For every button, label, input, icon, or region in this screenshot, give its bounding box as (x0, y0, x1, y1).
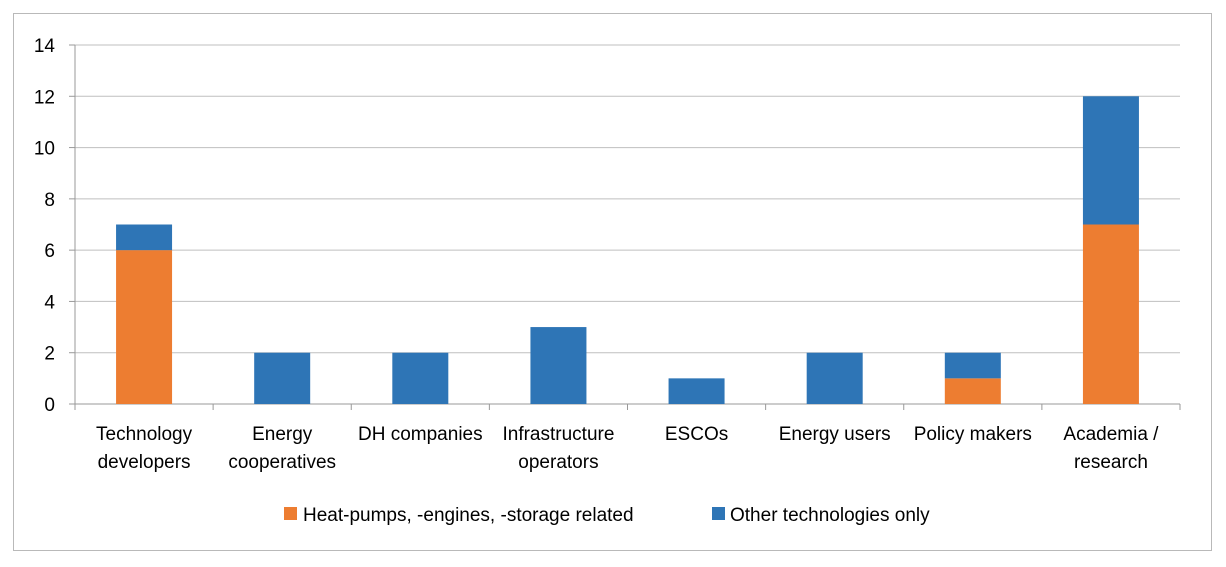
x-category-label: DH companies (358, 424, 483, 445)
y-tick-label: 6 (44, 241, 55, 262)
legend-swatch (284, 507, 297, 520)
x-category-label: Academia / (1063, 424, 1159, 445)
bar-segment (944, 378, 1001, 404)
labels: 0 2 4 6 8 10 12 14 Technology developers Energy coo… (34, 36, 1159, 473)
legend-swatch (712, 507, 725, 520)
bar-segment (1082, 224, 1139, 404)
x-category-label: Technology (96, 424, 193, 445)
bar-segment (116, 250, 173, 404)
legend-label: Heat-pumps, -engines, -storage related (303, 505, 634, 526)
bar-segment (806, 352, 863, 404)
bar-segment (116, 224, 173, 251)
y-tick-label: 2 (44, 344, 55, 365)
x-category-label: Policy makers (914, 424, 1032, 445)
x-category-label: Infrastructure (502, 424, 614, 445)
y-tick-label: 12 (34, 87, 55, 108)
legend: Heat-pumps, -engines, -storage related Ot… (284, 505, 930, 526)
x-category-label: operators (518, 452, 598, 473)
y-tick-label: 4 (44, 292, 55, 313)
legend-label: Other technologies only (730, 505, 930, 526)
x-category-label: research (1074, 452, 1148, 473)
y-tick-label: 8 (44, 190, 55, 211)
x-category-label: cooperatives (228, 452, 336, 473)
grid-lines (75, 44, 1180, 354)
y-tick-label: 10 (34, 139, 55, 160)
chart-frame (13, 13, 1212, 551)
bar-segment (254, 352, 311, 404)
bars (116, 96, 1139, 404)
x-category-label: ESCOs (665, 424, 728, 445)
x-category-label: developers (98, 452, 191, 473)
y-tick-label: 0 (44, 395, 55, 416)
axes (69, 44, 1181, 410)
bar-segment (530, 327, 587, 404)
x-category-label: Energy users (779, 424, 891, 445)
y-tick-label: 14 (34, 36, 56, 57)
bar-segment (944, 352, 1001, 379)
bar-segment (1082, 96, 1139, 225)
x-category-label: Energy (252, 424, 313, 445)
bar-segment (392, 352, 449, 404)
bar-segment (668, 378, 725, 404)
